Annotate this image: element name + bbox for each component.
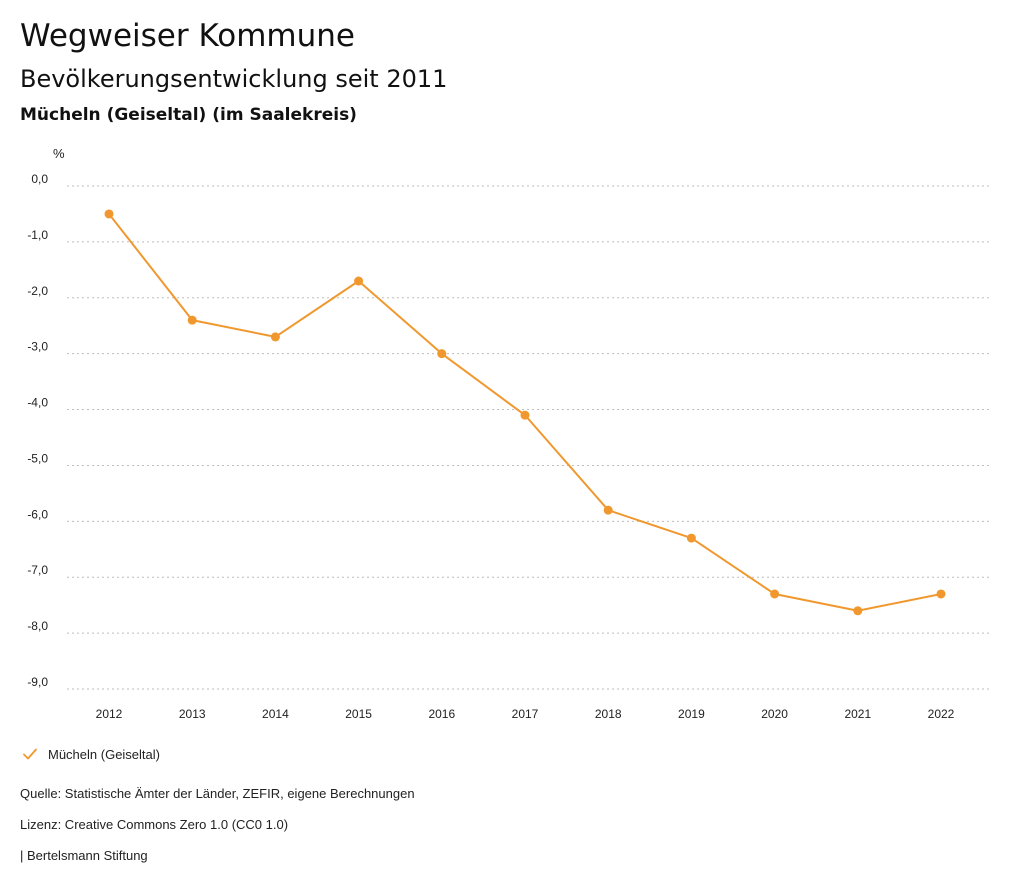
data-point [104, 209, 114, 219]
y-tick-label: -9,0 [27, 675, 48, 689]
x-tick-label: 2019 [678, 707, 705, 721]
y-tick-label: -5,0 [27, 451, 48, 465]
data-point [770, 589, 780, 599]
data-point [853, 606, 863, 616]
data-point [936, 589, 946, 599]
x-tick-label: 2015 [345, 707, 372, 721]
data-point [437, 349, 447, 359]
legend-label: Mücheln (Geiseltal) [48, 746, 160, 762]
check-icon [23, 748, 37, 760]
source-note: Quelle: Statistische Ämter der Länder, Z… [20, 786, 415, 801]
x-tick-label: 2020 [761, 707, 788, 721]
y-tick-label: -7,0 [27, 563, 48, 577]
data-point [603, 505, 613, 515]
data-point [270, 332, 280, 342]
chart-subtitle: Bevölkerungsentwicklung seit 2011 [20, 65, 448, 93]
x-tick-label: 2012 [96, 707, 123, 721]
data-point [187, 315, 197, 325]
x-tick-label: 2022 [928, 707, 955, 721]
x-tick-label: 2016 [428, 707, 455, 721]
data-point [520, 410, 530, 420]
data-point [354, 276, 364, 286]
x-tick-label: 2017 [512, 707, 539, 721]
page-title: Wegweiser Kommune [20, 18, 355, 54]
y-tick-label: -6,0 [27, 507, 48, 521]
region-title: Mücheln (Geiseltal) (im Saalekreis) [20, 105, 357, 125]
x-tick-label: 2018 [595, 707, 622, 721]
x-tick-label: 2013 [179, 707, 206, 721]
y-tick-label: -3,0 [27, 340, 48, 354]
y-axis-unit-label: % [53, 146, 65, 161]
legend-item[interactable]: Mücheln (Geiseltal) [22, 744, 160, 764]
license-note: Lizenz: Creative Commons Zero 1.0 (CC0 1… [20, 817, 289, 832]
y-tick-label: -1,0 [27, 228, 48, 242]
data-point [686, 533, 696, 543]
organization-credit: | Bertelsmann Stiftung [20, 848, 148, 863]
y-tick-label: -8,0 [27, 619, 48, 633]
line-chart: 0,0 -1,0 -2,0 -3,0 -4,0 -5,0 -6,0 -7,0 -8,0 -9,0 2… [27, 172, 990, 721]
y-tick-label: 0,0 [31, 172, 48, 186]
x-tick-label: 2021 [844, 707, 871, 721]
x-tick-label: 2014 [262, 707, 289, 721]
y-tick-label: -2,0 [27, 284, 48, 298]
y-tick-label: -4,0 [27, 396, 48, 410]
